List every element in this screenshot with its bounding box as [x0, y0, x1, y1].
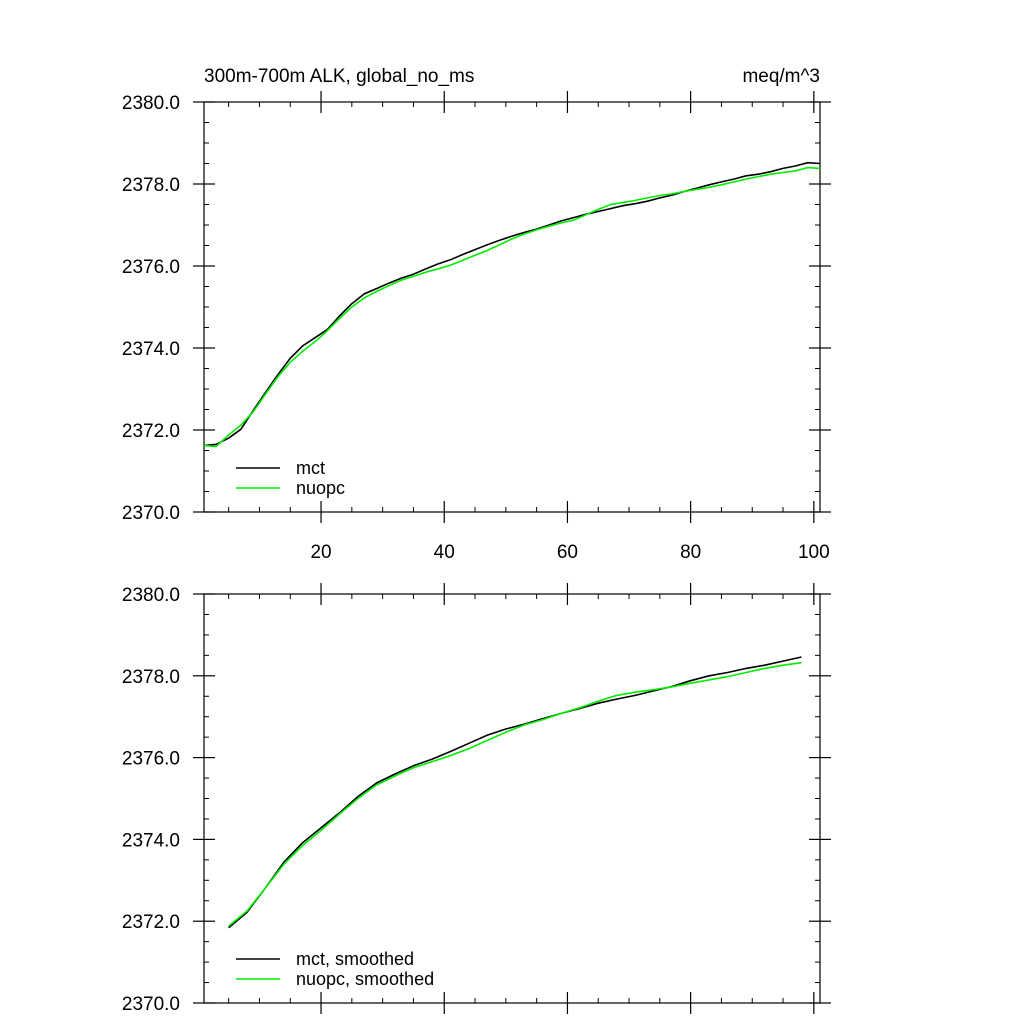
- y-tick-label: 2378.0: [122, 175, 180, 196]
- y-tick-label: 2374.0: [122, 830, 180, 851]
- series-line-mct-smoothed: [228, 656, 802, 929]
- y-tick-label: 2378.0: [122, 667, 180, 688]
- bottom-panel: 2370.0 2372.0 2374.0 2376.0 2378.0 2380.0 mct,…: [122, 583, 831, 1015]
- y-tick-label: 2380.0: [122, 93, 180, 114]
- legend-label: nuopc, smoothed: [296, 969, 434, 989]
- series-line-nuopc: [203, 166, 821, 448]
- x-tick-label: 40: [434, 542, 455, 563]
- y-tick-label: 2376.0: [122, 257, 180, 278]
- x-tick-label: 60: [557, 542, 578, 563]
- x-tick-label: 20: [310, 542, 331, 563]
- x-tick-label: 100: [798, 542, 830, 563]
- y-tick-label: 2372.0: [122, 912, 180, 933]
- legend-label: nuopc: [296, 478, 345, 498]
- y-tick-label: 2374.0: [122, 339, 180, 360]
- legend-label: mct, smoothed: [296, 949, 414, 969]
- y-tick-label: 2376.0: [122, 749, 180, 770]
- y-tick-label: 2370.0: [122, 994, 180, 1015]
- y-tick-label: 2380.0: [122, 585, 180, 606]
- series-line-nuopc-smoothed: [228, 661, 802, 927]
- y-tick-label: 2370.0: [122, 503, 180, 524]
- y-tick-label: 2372.0: [122, 421, 180, 442]
- series-line-mct: [203, 161, 821, 447]
- x-tick-label: 80: [680, 542, 701, 563]
- chart-title-left: 300m-700m ALK, global_no_ms: [204, 66, 474, 87]
- chart-title-right: meq/m^3: [742, 66, 820, 87]
- top-panel: 20 40 60 80 100 2370.0 2372.0 2374.0 2376.0 2378.…: [122, 91, 831, 563]
- legend-label: mct: [296, 458, 325, 478]
